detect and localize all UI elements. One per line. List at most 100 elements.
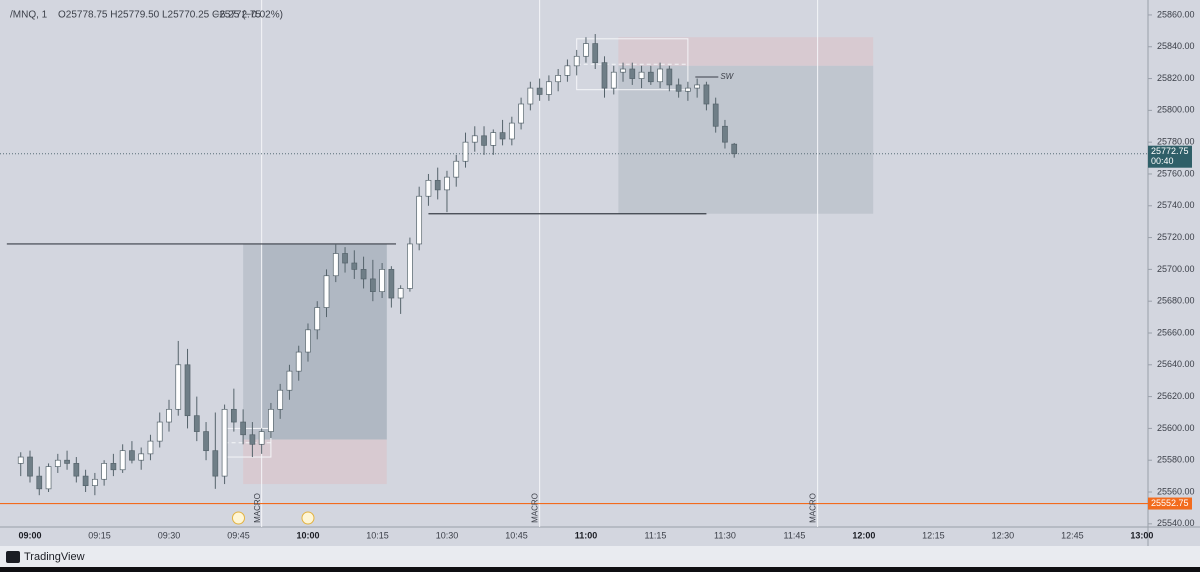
candle-body — [221, 408, 228, 477]
y-tick-label: 25680.00 — [1157, 296, 1195, 306]
x-tick-label: 09:00 — [18, 530, 41, 540]
x-tick-label: 11:30 — [714, 530, 736, 540]
y-tick-label: 25800.00 — [1157, 105, 1195, 115]
candle-body — [277, 389, 284, 410]
x-tick-label: 11:45 — [784, 530, 806, 540]
y-tick-label: 25820.00 — [1157, 73, 1195, 83]
y-tick-label: 25720.00 — [1157, 232, 1195, 242]
candle-body — [444, 176, 450, 191]
candle-body — [407, 243, 413, 289]
ohlc-values: O25778.75 H25779.50 L25770.25 C25772.75 — [58, 10, 261, 21]
candle-body — [453, 160, 460, 178]
candle-body — [342, 253, 348, 264]
candle-body — [295, 351, 302, 372]
x-tick-label: 09:45 — [227, 530, 250, 540]
y-tick-label: 25620.00 — [1157, 391, 1195, 401]
candle-body — [129, 450, 135, 461]
annotation: SW — [720, 72, 734, 81]
candle-body — [666, 68, 673, 86]
candle-body — [499, 132, 506, 140]
y-tick-label: 25540.00 — [1157, 518, 1195, 528]
position-zone — [243, 439, 387, 485]
alert-tag — [1148, 497, 1192, 510]
position-zone — [618, 65, 874, 214]
candle-body — [82, 475, 89, 487]
y-tick-label: 25780.00 — [1157, 137, 1195, 147]
candle-body — [434, 179, 441, 191]
x-tick-label: 10:00 — [296, 530, 319, 540]
event-icon — [301, 511, 315, 525]
drawings — [0, 0, 1148, 527]
candle-body — [203, 431, 209, 452]
candle-body — [610, 71, 617, 89]
x-tick-label: 09:30 — [158, 530, 181, 540]
candle-body — [184, 364, 191, 417]
candle-body — [573, 55, 580, 67]
y-tick-label: 25700.00 — [1157, 264, 1195, 274]
candle-body — [722, 125, 728, 143]
countdown: 00:40 — [1151, 156, 1174, 166]
candle-body — [36, 475, 43, 490]
brand: TradingView — [24, 551, 85, 563]
candle-body — [555, 75, 562, 83]
macro-label: MACRO — [531, 493, 540, 523]
candle-body — [490, 132, 497, 146]
candle-body — [694, 84, 701, 89]
candle-body — [629, 68, 636, 79]
change: −6.25 (−0.02%) — [214, 10, 283, 21]
candle-body — [388, 269, 395, 299]
candle-body — [620, 68, 626, 73]
macro-label: MACRO — [253, 493, 262, 523]
y-tick-label: 25660.00 — [1157, 327, 1195, 337]
candle-body — [64, 459, 70, 464]
candle-body — [425, 179, 432, 197]
x-tick-label: 11:00 — [575, 530, 598, 540]
alert-label: 25552.75 — [1151, 498, 1189, 508]
candle-body — [212, 450, 219, 477]
candle-body — [657, 68, 663, 83]
candle-body — [101, 463, 107, 480]
candle-body — [175, 364, 182, 410]
candle-body — [508, 122, 515, 140]
candle-body — [703, 84, 710, 105]
candle-body — [138, 453, 145, 461]
candle-body — [54, 459, 61, 467]
y-tick-label: 25740.00 — [1157, 200, 1195, 210]
brand-logo — [6, 551, 20, 563]
candle-body — [601, 62, 608, 89]
x-tick-label: 12:00 — [852, 530, 875, 540]
candle-body — [286, 370, 293, 391]
candle-body — [110, 463, 117, 471]
candle-body — [731, 143, 738, 155]
candle-body — [518, 103, 524, 124]
candle-body — [647, 71, 654, 83]
candle-body — [462, 141, 469, 162]
candle-body — [17, 456, 24, 464]
x-tick-label: 11:15 — [645, 530, 667, 540]
candle-body — [249, 434, 256, 445]
last-price-label: 25772.75 — [1151, 146, 1189, 156]
candle-body — [369, 278, 376, 292]
candle-body — [471, 135, 478, 143]
candle-body — [481, 135, 487, 146]
candle-body — [583, 43, 589, 57]
candle-body — [638, 71, 645, 79]
candle-body — [592, 43, 599, 64]
macro-label: MACRO — [809, 493, 818, 523]
y-tick-label: 25640.00 — [1157, 359, 1195, 369]
candle-body — [323, 275, 330, 308]
candle-body — [166, 408, 172, 423]
candle-body — [119, 450, 126, 471]
candle-body — [193, 415, 200, 432]
footer-bar — [0, 546, 1200, 567]
candle-body — [712, 103, 719, 127]
candle-body — [305, 329, 311, 353]
candle-body — [45, 466, 52, 490]
position-zone — [618, 37, 874, 66]
x-tick-label: 12:45 — [1061, 530, 1084, 540]
candle-body — [564, 65, 571, 76]
candle-body — [92, 478, 98, 487]
